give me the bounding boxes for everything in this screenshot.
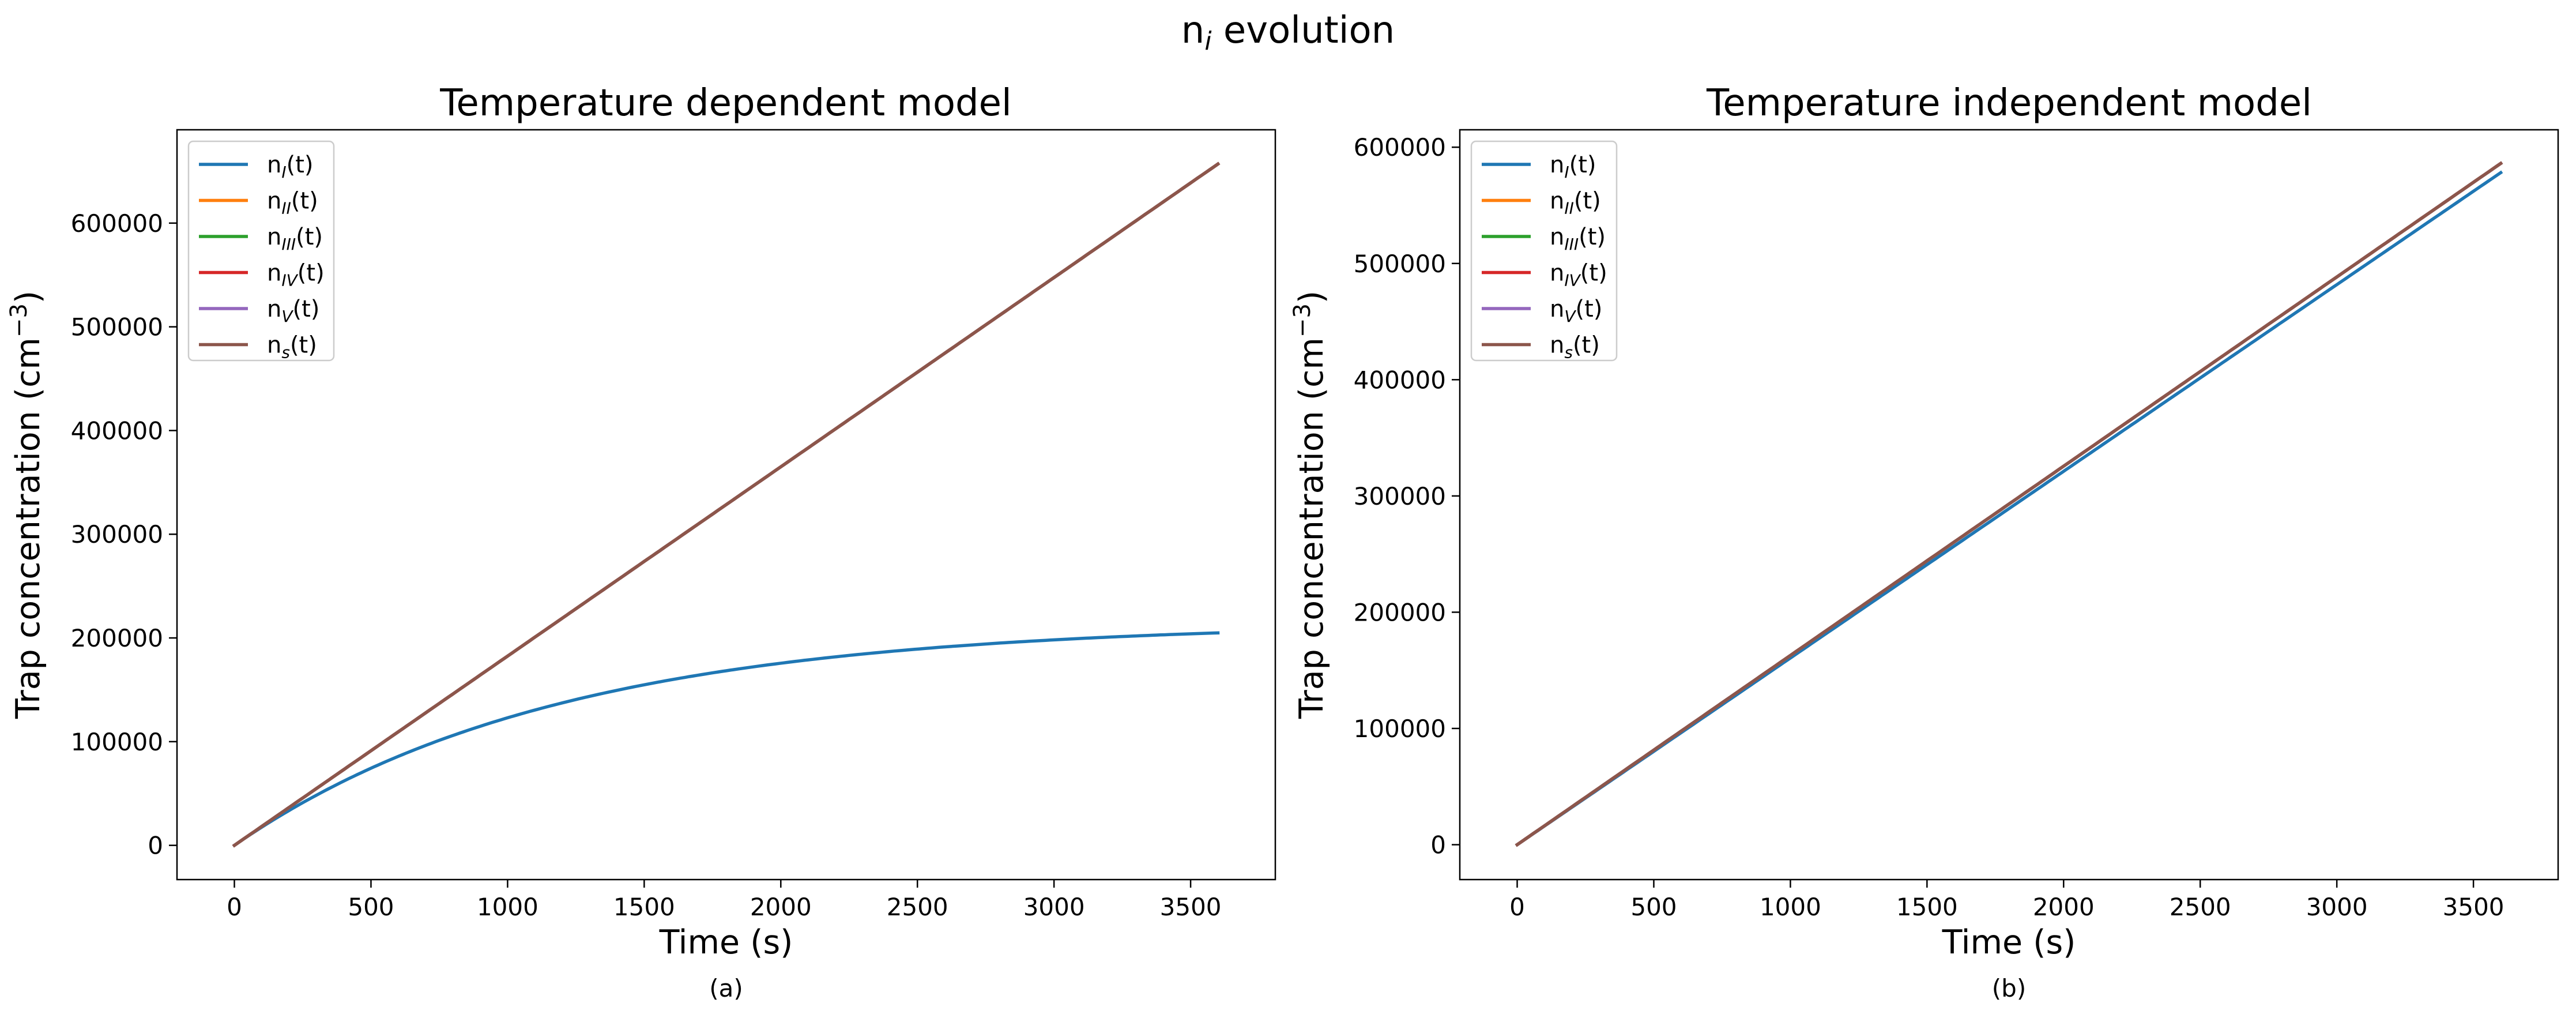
x-tick-label: 3500: [2443, 893, 2505, 921]
x-tick-label: 2500: [887, 893, 948, 921]
y-tick-label: 400000: [1354, 366, 1446, 394]
x-tick-label: 0: [227, 893, 242, 921]
panel-title: Temperature independent model: [1706, 82, 2312, 125]
x-tick-label: 3000: [2306, 893, 2368, 921]
y-tick-label: 100000: [71, 728, 163, 756]
y-tick-label: 500000: [1354, 250, 1446, 278]
legend-entry-n-ii: nII(t): [1550, 188, 1601, 218]
x-tick-label: 500: [348, 893, 394, 921]
series-line-n-s: [1515, 161, 2503, 847]
series-line-n-s: [232, 161, 1221, 848]
panel-b: Temperature independent model 0 500 1000 150…: [1289, 82, 2559, 1002]
y-tick-label: 600000: [1354, 133, 1446, 161]
series-line-n-i: [232, 631, 1220, 848]
y-tick-label: 300000: [71, 520, 163, 549]
legend-entry-n-v: nV(t): [267, 296, 319, 326]
x-tick-label: 1000: [477, 893, 538, 921]
legend-entry-n-i: nI(t): [1550, 152, 1596, 182]
x-tick-label: 2000: [750, 893, 812, 921]
x-tick-label: 3500: [1160, 893, 1222, 921]
x-tick-label: 2000: [2033, 893, 2095, 921]
y-tick-label: 600000: [71, 209, 163, 238]
y-tick-label: 100000: [1354, 715, 1446, 743]
x-axis-label: Time (s): [659, 923, 793, 961]
legend: nI(t) nII(t) nIII(t) nIV(t) nV(t) ns(t): [187, 140, 335, 362]
y-tick-label: 0: [1430, 831, 1446, 859]
legend: nI(t) nII(t) nIII(t) nIV(t) nV(t) ns(t): [1470, 140, 1618, 362]
legend-entry-n-iii: nIII(t): [1550, 224, 1606, 254]
y-tick-label: 200000: [1354, 598, 1446, 626]
x-tick-label: 500: [1630, 893, 1677, 921]
legend-entry-n-iv: nIV(t): [1550, 260, 1607, 290]
legend-entry-n-iv: nIV(t): [267, 260, 325, 290]
panel-title: Temperature dependent model: [439, 82, 1012, 125]
legend-entry-n-v: nV(t): [1550, 296, 1602, 326]
legend-entry-n-ii: nII(t): [267, 188, 318, 218]
panel-caption: (b): [1992, 974, 2026, 1002]
x-tick-label: 2500: [2170, 893, 2231, 921]
plot-frame: [1459, 129, 2559, 881]
y-tick-label: 400000: [71, 416, 163, 445]
legend-frame: [1470, 140, 1618, 362]
x-tick-label: 1500: [1896, 893, 1958, 921]
y-axis-label: Trap concentration (cm−3): [1289, 291, 1331, 719]
legend-entry-n-s: ns(t): [267, 332, 317, 362]
x-tick-label: 1500: [613, 893, 675, 921]
y-tick-label: 200000: [71, 624, 163, 652]
y-tick-label: 0: [148, 832, 163, 860]
legend-entry-n-i: nI(t): [267, 152, 314, 182]
x-axis-label: Time (s): [1942, 923, 2076, 961]
figure-suptitle: ni evolution: [1181, 9, 1395, 56]
x-tick-label: 0: [1509, 893, 1525, 921]
legend-frame: [187, 140, 335, 362]
y-tick-label: 500000: [71, 313, 163, 341]
legend-entry-n-s: ns(t): [1550, 332, 1600, 362]
legend-entry-n-iii: nIII(t): [267, 224, 323, 254]
panel-caption: (a): [709, 974, 743, 1002]
y-tick-label: 300000: [1354, 482, 1446, 510]
x-tick-label: 3000: [1023, 893, 1085, 921]
panel-a: Temperature dependent model 0 500 1000 1500 2…: [6, 82, 1276, 1002]
x-tick-label: 1000: [1760, 893, 1821, 921]
y-axis-label: Trap concentration (cm−3): [6, 291, 47, 719]
plot-frame: [176, 129, 1276, 881]
